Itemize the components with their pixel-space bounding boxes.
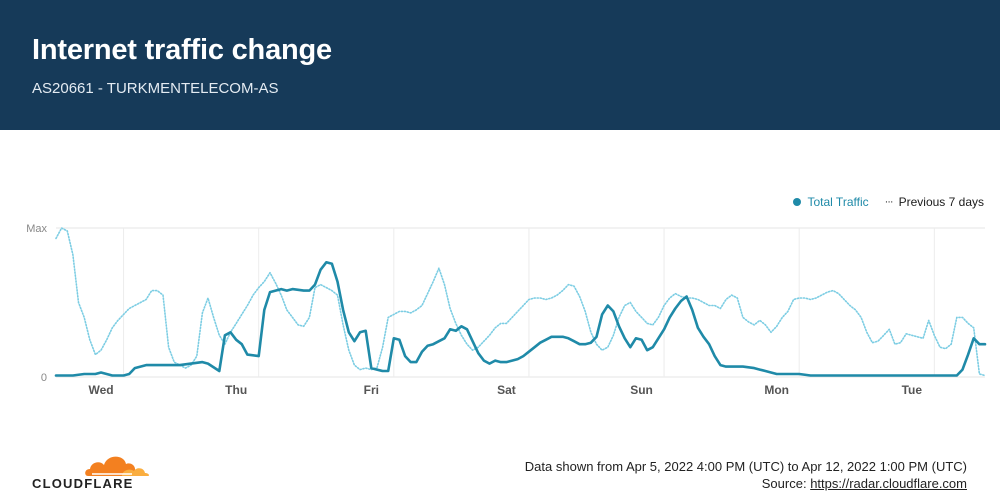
chart-legend: Total Traffic ··· Previous 7 days xyxy=(793,195,984,209)
x-tick-sun: Sun xyxy=(630,383,653,397)
chart-grid xyxy=(56,227,985,378)
chart-series xyxy=(54,227,987,377)
x-tick-wed: Wed xyxy=(88,383,113,397)
total-traffic-legend-dot xyxy=(793,198,802,206)
previous-7-days-line xyxy=(55,227,986,377)
footer-note: Data shown from Apr 5, 2022 4:00 PM (UTC… xyxy=(525,458,967,492)
x-tick-thu: Thu xyxy=(225,383,247,397)
cloudflare-logo: CLOUDFLARE xyxy=(30,448,150,492)
cloud-icon xyxy=(85,456,149,476)
x-tick-fri: Fri xyxy=(364,383,379,397)
page-title: Internet traffic change xyxy=(32,34,332,66)
total-traffic-line xyxy=(54,261,987,377)
chart-axes: Max 0 Wed Thu Fri Sat Sun Mon Tue xyxy=(26,223,922,397)
legend-total-traffic[interactable]: Total Traffic xyxy=(807,195,869,209)
source-link[interactable]: https://radar.cloudflare.com xyxy=(810,476,967,491)
x-tick-mon: Mon xyxy=(764,383,789,397)
source-line: Source: https://radar.cloudflare.com xyxy=(525,475,967,492)
cloudflare-wordmark: CLOUDFLARE xyxy=(32,476,134,491)
page-subtitle: AS20661 - TURKMENTELECOM-AS xyxy=(32,80,279,97)
header-banner: Internet traffic change AS20661 - TURKME… xyxy=(0,0,1000,130)
data-range-text: Data shown from Apr 5, 2022 4:00 PM (UTC… xyxy=(524,459,967,474)
x-tick-tue: Tue xyxy=(902,383,923,397)
legend-previous-7-days[interactable]: Previous 7 days xyxy=(898,195,984,209)
x-tick-sat: Sat xyxy=(497,383,516,397)
previous-days-legend-mark: ··· xyxy=(884,196,894,208)
source-label: Source: xyxy=(761,476,811,491)
y-tick-max: Max xyxy=(26,223,47,235)
y-tick-zero: 0 xyxy=(41,372,47,384)
